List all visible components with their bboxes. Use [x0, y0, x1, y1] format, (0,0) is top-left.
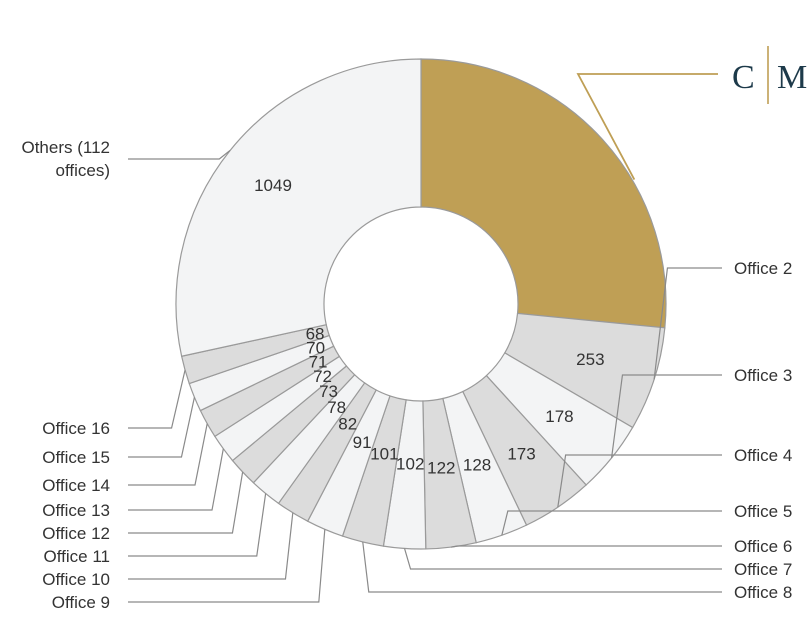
leader-line: [362, 541, 722, 593]
leader-line: [128, 529, 326, 603]
value-label: 253: [576, 350, 604, 369]
leader-line: [610, 374, 722, 459]
value-label: 71: [309, 353, 328, 372]
category-label: Office 2: [734, 259, 792, 278]
leader-line: [451, 545, 722, 548]
value-label: 102: [396, 455, 424, 474]
leader-line: [403, 548, 722, 570]
category-label: Office 16: [42, 419, 110, 438]
brand-logo: C M: [732, 46, 807, 104]
leader-line: [128, 471, 244, 534]
leader-line: [501, 510, 722, 536]
value-label: 178: [545, 407, 573, 426]
logo-letter-c: C: [732, 59, 755, 96]
value-label: 72: [313, 367, 332, 386]
category-labels-group: Office 2 Office 3 Office 4 Office 5 Office 6…: [21, 138, 792, 612]
category-label: Office 15: [42, 448, 110, 467]
category-label: Office 11: [44, 547, 110, 566]
category-label: Office 10: [42, 570, 110, 589]
value-label: 82: [338, 414, 357, 433]
leader-line: [653, 267, 722, 380]
slice-highlight: [420, 58, 667, 329]
value-label: 68: [306, 325, 325, 344]
value-label: 73: [319, 382, 338, 401]
value-label: 173: [507, 444, 535, 463]
leader-line: [128, 397, 196, 458]
category-label: Others (112 offices): [21, 138, 110, 180]
leader-line: [557, 454, 722, 508]
category-label: Office 4: [734, 446, 792, 465]
category-label: Office 12: [42, 524, 110, 543]
category-label: Office 5: [734, 502, 792, 521]
leader-line: [128, 512, 294, 580]
value-label: 78: [327, 398, 346, 417]
logo-letter-m: M: [777, 59, 807, 96]
category-label: Office 7: [734, 560, 792, 579]
category-label: Office 8: [734, 583, 792, 602]
category-label: Office 3: [734, 366, 792, 385]
value-label: 101: [370, 445, 398, 464]
leader-line: [128, 369, 186, 429]
value-label: 1049: [254, 176, 292, 195]
leader-line: [128, 423, 208, 486]
category-label: Office 14: [42, 476, 110, 495]
value-label: 70: [306, 338, 325, 357]
leader-line: [128, 493, 267, 557]
value-label: 122: [427, 459, 455, 478]
leader-line: [128, 448, 224, 511]
slices-group: [175, 58, 667, 550]
leader-line: [128, 149, 231, 160]
highlight-callout-line: [576, 73, 718, 180]
value-label: 91: [353, 433, 372, 452]
category-label: Office 13: [42, 501, 110, 520]
category-label: Office 9: [52, 593, 110, 612]
value-label: 128: [463, 455, 491, 474]
category-label: Office 6: [734, 537, 792, 556]
leader-lines-group: [128, 73, 722, 603]
slice-others-112: [175, 58, 422, 357]
